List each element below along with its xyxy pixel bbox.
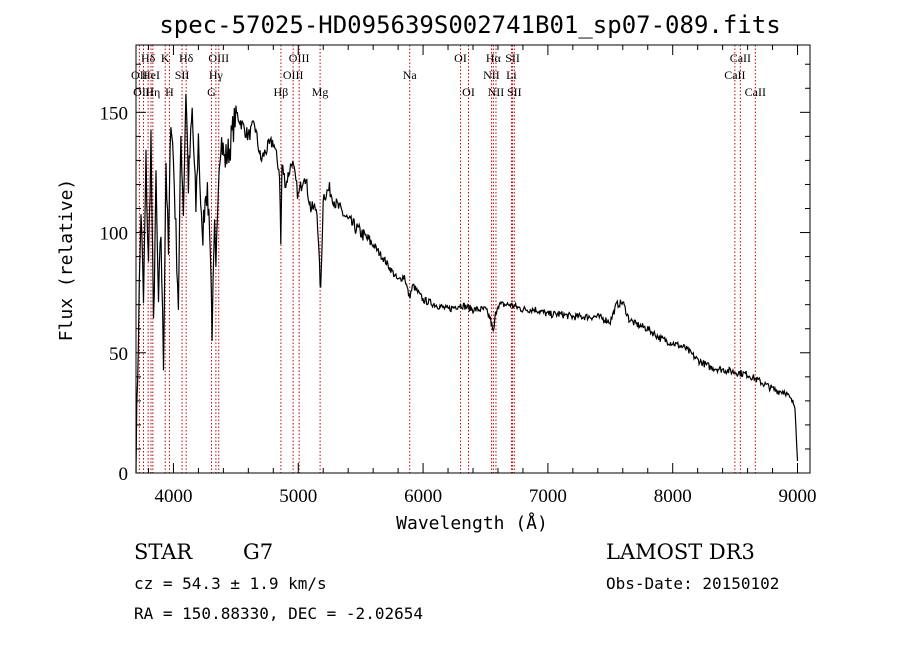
coordinates: RA = 150.88330, DEC = -2.02654 — [134, 604, 423, 623]
line-label: HeI — [142, 68, 160, 82]
line-label: OI — [454, 51, 467, 65]
line-label: Hβ — [274, 85, 289, 99]
line-label: Na — [403, 68, 418, 82]
y-tick-label: 0 — [119, 464, 129, 485]
x-tick-label: 4000 — [154, 486, 192, 507]
spectral-line-markers — [138, 45, 756, 473]
line-label: CaII — [745, 85, 766, 99]
line-label: OIII — [283, 68, 304, 82]
line-label: Hδ — [179, 51, 194, 65]
line-label: Mg — [312, 85, 329, 99]
observation-date: Obs-Date: 20150102 — [606, 574, 780, 593]
line-label: NII — [488, 85, 505, 99]
y-axis-label: Flux (relative) — [56, 179, 77, 342]
line-label: OIII — [208, 51, 229, 65]
y-tick-label: 50 — [109, 344, 128, 365]
axis-ticks: 4000 5000 6000 7000 8000 9000 0 50 100 150 — [100, 45, 817, 507]
line-label: NII — [483, 68, 500, 82]
line-label: OIII — [289, 51, 310, 65]
x-tick-label: 9000 — [779, 486, 817, 507]
line-label: OII — [131, 68, 148, 82]
spectrum-line — [135, 93, 799, 474]
line-label: K — [161, 51, 170, 65]
x-tick-label: 5000 — [279, 486, 317, 507]
line-label: SII — [175, 68, 190, 82]
redshift-value: cz = 54.3 ± 1.9 km/s — [134, 574, 327, 593]
line-label: OI — [462, 85, 475, 99]
line-label: CaII — [724, 68, 745, 82]
spectral-subclass: G7 — [243, 540, 274, 564]
line-label: SII — [505, 51, 520, 65]
y-tick-label: 150 — [100, 103, 129, 124]
plot-frame — [135, 44, 811, 474]
line-label: Hα — [486, 51, 502, 65]
line-label: CaII — [730, 51, 751, 65]
line-label: OIII — [133, 85, 154, 99]
object-type: STAR — [134, 540, 193, 564]
chart-title: spec-57025-HD095639S002741B01_sp07-089.f… — [159, 11, 780, 39]
y-tick-label: 100 — [100, 224, 129, 245]
line-label: SII — [507, 85, 522, 99]
line-label: Hδ — [141, 51, 156, 65]
line-label: Hγ — [209, 68, 224, 82]
x-axis-label: Wavelength (Å) — [396, 512, 548, 534]
line-label: Hη — [145, 85, 160, 99]
survey-name: LAMOST DR3 — [606, 540, 755, 564]
line-label: G — [207, 85, 216, 99]
x-tick-label: 7000 — [529, 486, 567, 507]
x-tick-label: 8000 — [654, 486, 692, 507]
x-tick-label: 6000 — [404, 486, 442, 507]
line-label: H — [165, 85, 174, 99]
line-label: Li — [506, 68, 517, 82]
